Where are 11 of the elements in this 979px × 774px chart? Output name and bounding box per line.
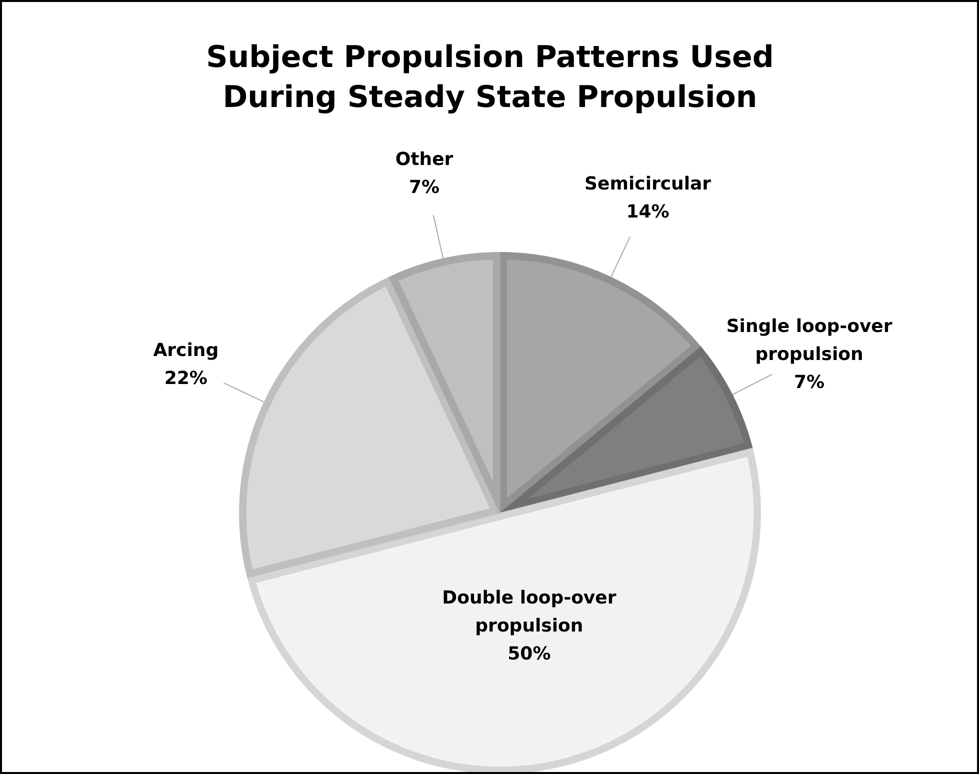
data-label: 14%: [626, 202, 670, 223]
data-label: 7%: [408, 176, 440, 198]
slice-label: Single loop-over propulsion: [726, 316, 892, 366]
data-label: 22%: [164, 368, 208, 389]
chart-title: Subject Propulsion Patterns Used During Steady State Propulsion: [205, 39, 775, 117]
slice-label: Other: [395, 148, 454, 170]
slice-label: Arcing: [153, 340, 219, 361]
slice-label: Semicircular: [584, 174, 712, 195]
data-label: 50%: [508, 643, 551, 664]
slice-label: Double loop-over propulsion: [442, 587, 616, 636]
data-label: 7%: [794, 372, 825, 394]
